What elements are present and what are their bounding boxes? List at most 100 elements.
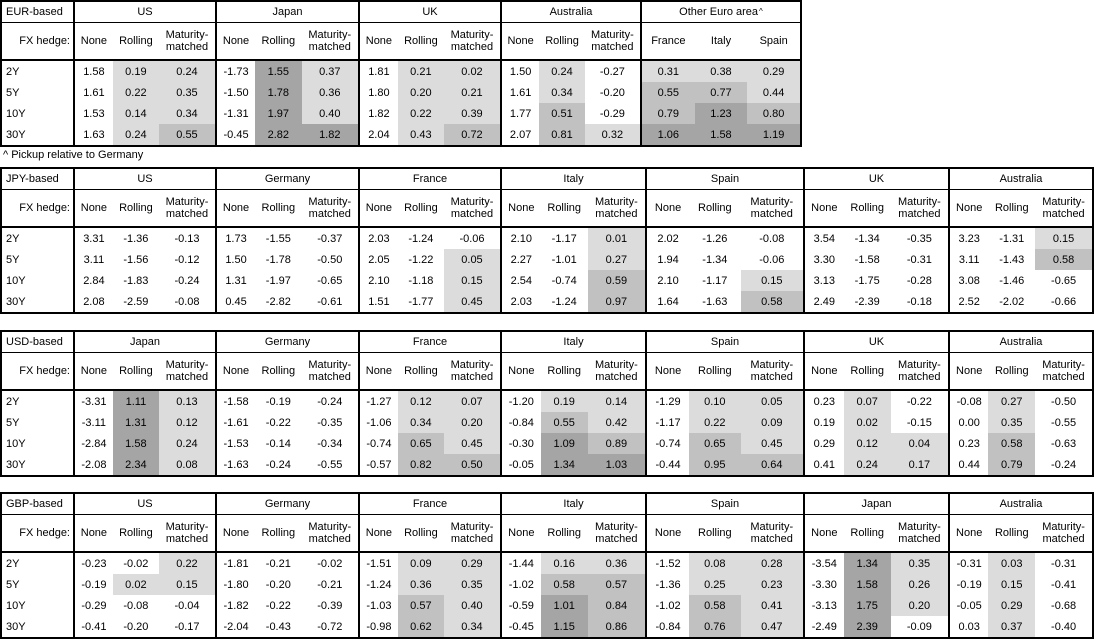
value-cell: 1.09 [540, 433, 588, 454]
value-cell: 0.24 [843, 454, 891, 475]
value-cell: -0.20 [265, 578, 291, 591]
group-values: 1.51 -1.77 0.45 [358, 291, 500, 312]
col-header: Maturity-matched [308, 28, 352, 53]
value-cell: -1.77 [408, 295, 434, 308]
col-header: Rolling [547, 201, 582, 214]
col-header: None [365, 34, 393, 47]
value-cell: 0.21 [443, 82, 500, 103]
value-cell: 1.58 [694, 124, 748, 145]
hedge-header-row: FX hedge: None Rolling Maturity-matched None… [2, 353, 1092, 391]
col-header: None [811, 526, 838, 539]
group-values: -1.81 -0.21 -0.02 [215, 553, 358, 574]
table-row: 30Y 2.08 -2.59 -0.08 0.45 -2.82 -0.61 1.51 -1.77… [2, 291, 1092, 312]
value-cell: -0.63 [1051, 437, 1077, 450]
value-cell: 0.19 [540, 391, 588, 412]
value-cell: -0.28 [906, 274, 932, 287]
value-cell: 0.23 [813, 395, 836, 408]
value-cell: 0.02 [112, 574, 159, 595]
group-col-headers: None Rolling Maturity-matched [358, 515, 500, 551]
group-col-headers: None Rolling Maturity-matched [803, 190, 948, 226]
value-cell: -0.23 [81, 557, 107, 570]
group-values: -2.08 2.34 0.08 [73, 454, 215, 475]
value-cell: 0.24 [158, 433, 215, 454]
value-cell: 1.81 [368, 65, 390, 78]
group-values: 1.53 0.14 0.34 [73, 103, 215, 124]
value-cell: 2.49 [813, 295, 836, 308]
value-cell: -1.61 [223, 416, 249, 429]
country-header: Italy [500, 169, 645, 190]
country-header-row: USD-based Japan Germany France Italy Spain UK A… [2, 332, 1092, 353]
value-cell: -0.59 [508, 599, 534, 612]
group-col-headers: None Rolling Maturity-matched [215, 515, 358, 551]
col-header: Rolling [698, 201, 732, 214]
value-cell: 0.58 [740, 291, 803, 312]
col-header: Rolling [850, 201, 885, 214]
group-values: 2.05 -1.22 0.05 [358, 249, 500, 270]
group-values: -3.31 1.11 0.13 [73, 391, 215, 412]
row-label: 2Y [6, 65, 20, 78]
value-cell: 0.02 [443, 61, 500, 82]
value-cell: -0.84 [655, 620, 681, 633]
col-header: None [654, 201, 682, 214]
value-cell: -0.22 [906, 395, 932, 408]
value-cell: 0.29 [988, 595, 1036, 616]
group-values: 0.44 0.79 -0.24 [948, 454, 1092, 475]
value-cell: -2.02 [999, 295, 1025, 308]
group-values: 0.45 -2.82 -0.61 [215, 291, 358, 312]
value-cell: 1.51 [368, 295, 390, 308]
country-header-row: GBP-based US Germany France Italy Spain Japan A… [2, 494, 1092, 515]
value-cell: -0.43 [265, 620, 291, 633]
group-values: -1.44 0.16 0.36 [500, 553, 645, 574]
col-header: Rolling [994, 201, 1029, 214]
row-label: 30Y [6, 620, 26, 633]
value-cell: 0.28 [740, 553, 803, 574]
value-cell: 0.42 [587, 412, 645, 433]
group-values: -1.03 0.57 0.40 [358, 595, 500, 616]
value-cell: -1.81 [223, 557, 249, 570]
group-values: 0.31 0.38 0.29 [640, 61, 800, 82]
value-cell: 1.73 [225, 232, 247, 245]
value-cell: 2.04 [368, 128, 390, 141]
value-cell: -0.08 [123, 599, 149, 612]
value-cell: 0.03 [958, 620, 980, 633]
value-cell: -1.27 [366, 395, 392, 408]
value-cell: 0.16 [540, 553, 588, 574]
value-cell: 0.23 [740, 574, 803, 595]
value-cell: 0.76 [689, 616, 741, 637]
table-row: 30Y 1.63 0.24 0.55 -0.45 2.82 1.82 2.04 0.43 0.72… [2, 124, 800, 145]
group-values: 1.73 -1.55 -0.37 [215, 228, 358, 249]
value-cell: 0.34 [443, 616, 500, 637]
country-header: Spain [645, 332, 803, 353]
col-header: Rolling [698, 364, 732, 377]
value-cell: -0.98 [366, 620, 392, 633]
value-cell: 2.54 [510, 274, 533, 287]
value-cell: -1.02 [508, 578, 534, 591]
value-cell: 1.64 [657, 295, 679, 308]
group-values: -0.29 -0.08 -0.04 [73, 595, 215, 616]
group-values: 1.61 0.34 -0.20 [500, 82, 640, 103]
value-cell: 0.86 [587, 616, 645, 637]
value-cell: 1.61 [83, 86, 105, 99]
value-cell: 0.34 [397, 412, 444, 433]
group-values: -1.02 0.58 0.41 [645, 595, 803, 616]
value-cell: -0.72 [317, 620, 343, 633]
group-values: 1.77 0.51 -0.29 [500, 103, 640, 124]
table-gbp-based: GBP-based US Germany France Italy Spain Japan A… [0, 492, 1094, 639]
value-cell: 0.07 [843, 391, 891, 412]
value-cell: 0.79 [988, 454, 1036, 475]
value-cell: 2.03 [368, 232, 390, 245]
value-cell: -3.30 [811, 578, 837, 591]
value-cell: 0.40 [301, 103, 358, 124]
value-cell: 2.10 [510, 232, 533, 245]
group-col-headers: None Rolling Maturity-matched [500, 23, 640, 59]
value-cell: 0.36 [301, 82, 358, 103]
group-values: 1.50 0.24 -0.27 [500, 61, 640, 82]
country-name: Australia [999, 498, 1043, 510]
country-name: Australia [549, 6, 593, 18]
value-cell: 0.35 [890, 553, 948, 574]
value-cell: -0.24 [1051, 458, 1077, 471]
value-cell: 0.47 [740, 616, 803, 637]
col-header: None [956, 364, 983, 377]
group-values: -0.41 -0.20 -0.17 [73, 616, 215, 637]
group-values: 3.31 -1.36 -0.13 [73, 228, 215, 249]
